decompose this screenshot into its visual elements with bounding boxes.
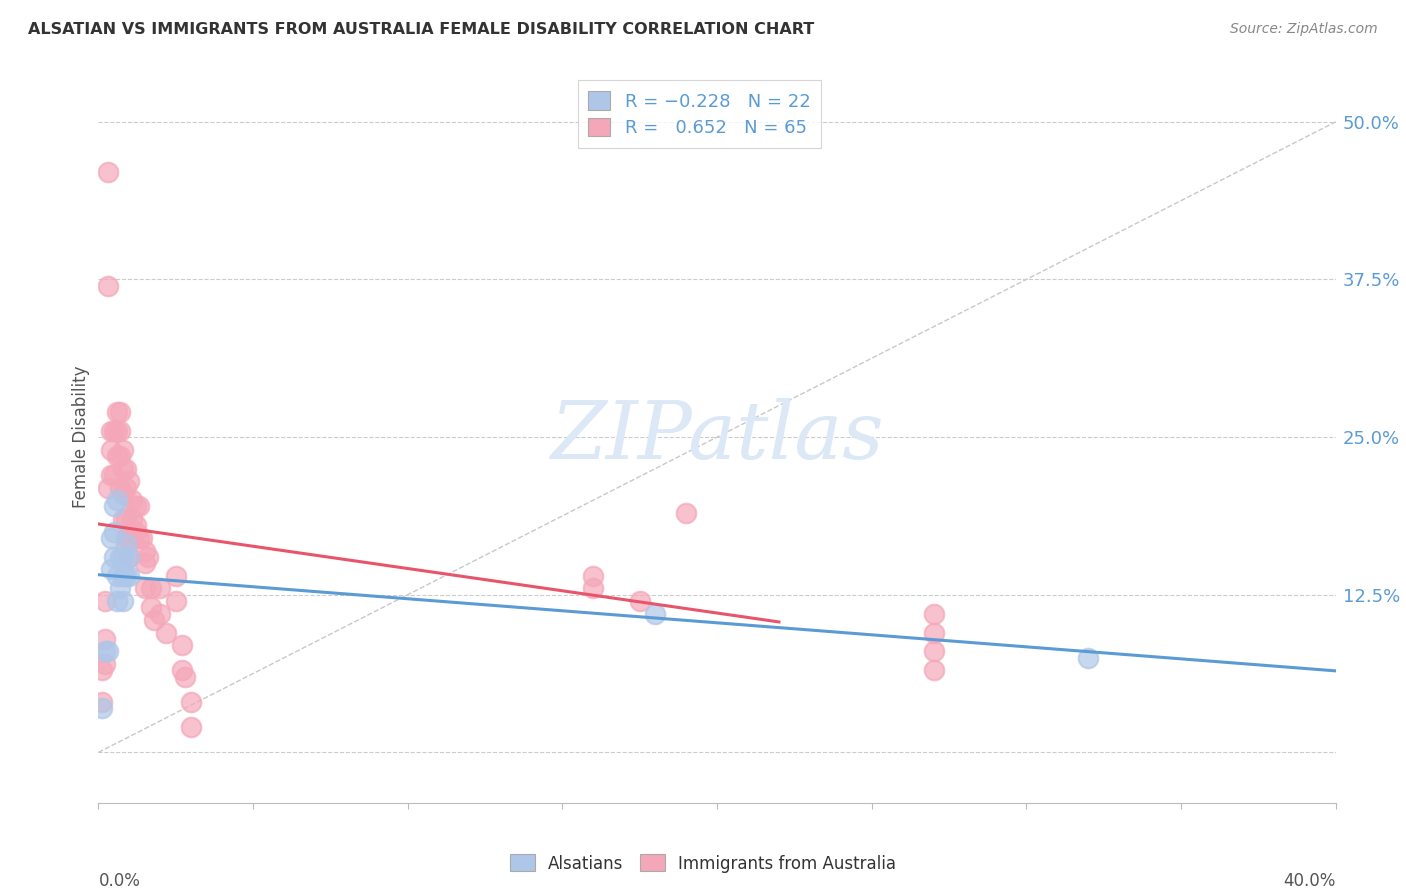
Point [100,467,122,482]
Point [128,500,150,514]
Point [136,549,159,564]
Point [93,632,115,646]
Legend: Alsatians, Immigrants from Australia: Alsatians, Immigrants from Australia [503,847,903,880]
Point [103,424,125,438]
Point [922,607,945,621]
Point [134,543,156,558]
Point [118,524,141,539]
Point [112,487,135,501]
Point [582,582,605,596]
Point [100,531,122,545]
Text: 40.0%: 40.0% [1284,872,1336,890]
Point [124,524,146,539]
Point [93,594,115,608]
Legend: R = −0.228   N = 22, R =   0.652   N = 65: R = −0.228 N = 22, R = 0.652 N = 65 [578,80,821,148]
Point [108,405,131,419]
Point [118,549,141,564]
Point [105,449,128,463]
Point [115,481,138,495]
Point [124,500,146,514]
Point [105,493,128,508]
Point [97,165,120,179]
Point [165,569,187,583]
Point [112,549,135,564]
Point [100,424,122,438]
Point [108,549,131,564]
Point [644,607,666,621]
Point [628,594,651,608]
Point [115,461,138,475]
Point [105,569,128,583]
Point [922,644,945,658]
Point [118,549,141,564]
Point [121,493,143,508]
Point [103,500,125,514]
Point [149,607,172,621]
Point [124,518,146,533]
Point [155,625,177,640]
Text: ZIPatlas: ZIPatlas [550,399,884,475]
Text: ALSATIAN VS IMMIGRANTS FROM AUSTRALIA FEMALE DISABILITY CORRELATION CHART: ALSATIAN VS IMMIGRANTS FROM AUSTRALIA FE… [28,22,814,37]
Point [139,582,162,596]
Point [180,695,202,709]
Point [105,594,128,608]
Point [149,582,172,596]
Point [97,481,120,495]
Point [93,644,115,658]
Point [112,512,135,526]
Point [115,569,138,583]
Point [100,562,122,576]
Point [582,569,605,583]
Point [112,442,135,457]
Point [170,638,193,652]
Point [90,695,112,709]
Point [112,461,135,475]
Point [103,524,125,539]
Point [105,405,128,419]
Point [139,600,162,615]
Text: 0.0%: 0.0% [98,872,141,890]
Point [1077,650,1099,665]
Point [105,424,128,438]
Point [675,506,697,520]
Point [108,424,131,438]
Point [103,549,125,564]
Point [97,278,120,293]
Y-axis label: Female Disability: Female Disability [72,366,90,508]
Point [165,594,187,608]
Point [131,531,153,545]
Point [118,474,141,488]
Point [100,442,122,457]
Point [103,467,125,482]
Point [121,512,143,526]
Point [112,569,135,583]
Point [90,701,112,715]
Text: Source: ZipAtlas.com: Source: ZipAtlas.com [1230,22,1378,37]
Point [108,582,131,596]
Point [180,720,202,734]
Point [128,531,150,545]
Point [115,537,138,551]
Point [143,613,166,627]
Point [115,512,138,526]
Point [97,644,120,658]
Point [112,594,135,608]
Point [174,670,197,684]
Point [108,449,131,463]
Point [115,531,138,545]
Point [922,625,945,640]
Point [170,664,193,678]
Point [90,664,112,678]
Point [93,657,115,671]
Point [922,664,945,678]
Point [118,569,141,583]
Point [134,556,156,570]
Point [134,582,156,596]
Point [108,481,131,495]
Point [118,531,141,545]
